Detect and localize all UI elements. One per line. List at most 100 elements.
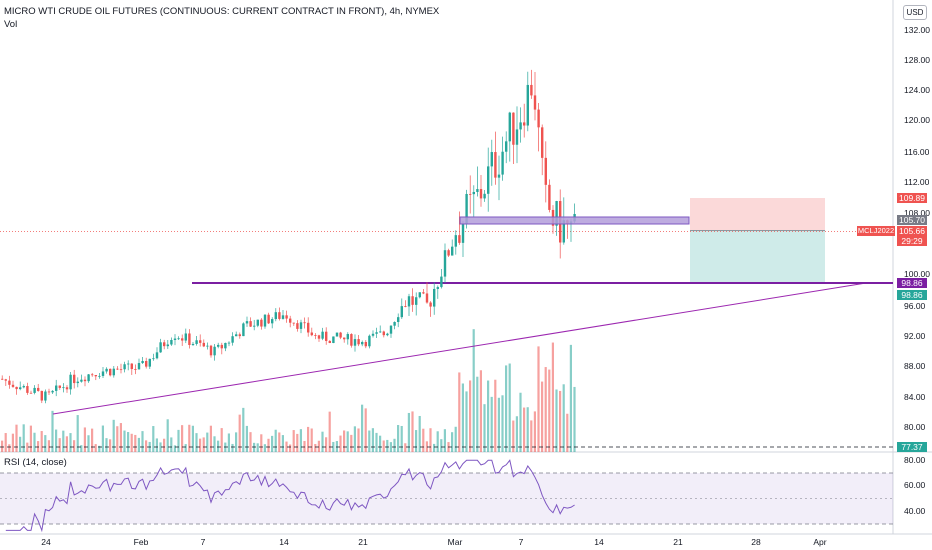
candle-body xyxy=(389,325,393,334)
rsi-indicator-label[interactable]: RSI (14, close) xyxy=(4,457,67,468)
candle-body xyxy=(353,339,357,346)
volume-bar xyxy=(555,389,558,452)
volume-bar xyxy=(76,415,79,452)
volume-bar xyxy=(267,438,270,452)
volume-bar xyxy=(508,363,511,452)
candle-body xyxy=(253,325,256,327)
volume-bar xyxy=(407,412,410,452)
candle-body xyxy=(62,387,65,389)
candle-body xyxy=(69,374,72,390)
volume-bar xyxy=(184,444,187,452)
candle-body xyxy=(177,338,180,340)
volume-bar xyxy=(195,433,198,452)
volume-bar xyxy=(22,424,25,452)
take-profit-zone[interactable] xyxy=(690,230,825,283)
candle-body xyxy=(105,368,108,372)
candle-body xyxy=(87,374,90,382)
candle-body xyxy=(141,360,144,364)
volume-bar xyxy=(483,404,486,452)
price-tick: 80.00 xyxy=(904,422,926,432)
volume-indicator-label[interactable]: Vol xyxy=(4,19,18,30)
candle-body xyxy=(163,342,166,347)
volume-bar xyxy=(505,365,508,452)
volume-bar xyxy=(47,440,50,452)
currency-button[interactable]: USD xyxy=(903,5,927,20)
line-level-tag: 98.86 xyxy=(897,278,927,288)
volume-bar xyxy=(526,407,529,452)
candle-body xyxy=(130,363,133,370)
rsi-axis[interactable]: 80.00 60.00 40.00 xyxy=(904,455,926,516)
volume-bar xyxy=(353,426,356,452)
price-tick: 132.00 xyxy=(904,25,930,35)
volume-bar xyxy=(235,432,238,452)
volume-bar xyxy=(515,416,518,452)
volume-bar xyxy=(541,381,544,452)
volume-bar xyxy=(328,411,331,452)
candle-body xyxy=(490,152,493,167)
volume-bar xyxy=(181,425,184,452)
price-candles[interactable] xyxy=(1,69,576,404)
candle-body xyxy=(415,297,418,305)
candle-body xyxy=(407,296,411,307)
resistance-zone[interactable] xyxy=(459,216,690,225)
candle-body xyxy=(325,331,328,341)
volume-bar xyxy=(249,432,252,452)
candle-body xyxy=(80,379,83,382)
candle-body xyxy=(227,342,231,344)
entry-price-tag: 105.70 xyxy=(897,215,927,225)
volume-bar xyxy=(375,432,378,452)
candle-body xyxy=(472,191,475,195)
volume-bar xyxy=(191,425,194,452)
volume-bar xyxy=(386,439,389,452)
volume-bar xyxy=(271,435,274,452)
price-tick: 116.00 xyxy=(904,147,930,157)
symbol-title[interactable]: MICRO WTI CRUDE OIL FUTURES (CONTINUOUS:… xyxy=(4,6,440,17)
candle-body xyxy=(51,390,54,393)
time-axis[interactable]: 24 Feb 7 14 21 Mar 7 14 21 28 Apr xyxy=(41,537,827,547)
candle-body xyxy=(303,322,306,324)
volume-bar xyxy=(559,390,562,452)
volume-bar xyxy=(569,344,572,452)
candle-body xyxy=(307,322,310,333)
price-tick: 124.00 xyxy=(904,85,930,95)
volume-bar xyxy=(29,425,32,452)
time-tick: 21 xyxy=(358,537,368,547)
candle-body xyxy=(440,276,443,288)
candle-body xyxy=(94,375,97,377)
candle-body xyxy=(238,334,241,337)
volume-bar xyxy=(65,436,68,452)
price-tick: 128.00 xyxy=(904,55,930,65)
volume-level-tag: 77.37 xyxy=(897,442,927,452)
candle-body xyxy=(350,334,353,346)
stop-loss-zone[interactable] xyxy=(690,198,825,230)
volume-bar xyxy=(166,419,169,452)
time-tick: Feb xyxy=(134,537,149,547)
candle-body xyxy=(29,392,33,394)
volume-bar xyxy=(217,440,220,452)
candle-body xyxy=(26,386,29,393)
volume-bars xyxy=(1,329,576,452)
time-tick: 24 xyxy=(41,537,51,547)
ascending-trendline[interactable] xyxy=(52,282,867,415)
candle-body xyxy=(461,223,465,243)
candle-body xyxy=(515,129,519,145)
time-tick: Mar xyxy=(448,537,463,547)
candle-body xyxy=(33,387,36,393)
candle-body xyxy=(285,315,288,319)
candle-body xyxy=(191,343,195,345)
time-tick: 21 xyxy=(673,537,683,547)
candle-body xyxy=(296,323,299,329)
volume-bar xyxy=(425,441,428,452)
volume-bar xyxy=(465,391,468,452)
candle-body xyxy=(317,335,321,339)
volume-bar xyxy=(159,442,162,452)
candle-body xyxy=(245,321,249,324)
volume-bar xyxy=(433,443,436,452)
volume-bar xyxy=(245,425,248,452)
candle-body xyxy=(37,387,40,391)
candle-body xyxy=(4,379,7,381)
volume-bar xyxy=(404,443,407,452)
volume-bar xyxy=(321,431,324,452)
price-axis[interactable]: 132.00 128.00 124.00 120.00 116.00 112.0… xyxy=(904,25,930,432)
